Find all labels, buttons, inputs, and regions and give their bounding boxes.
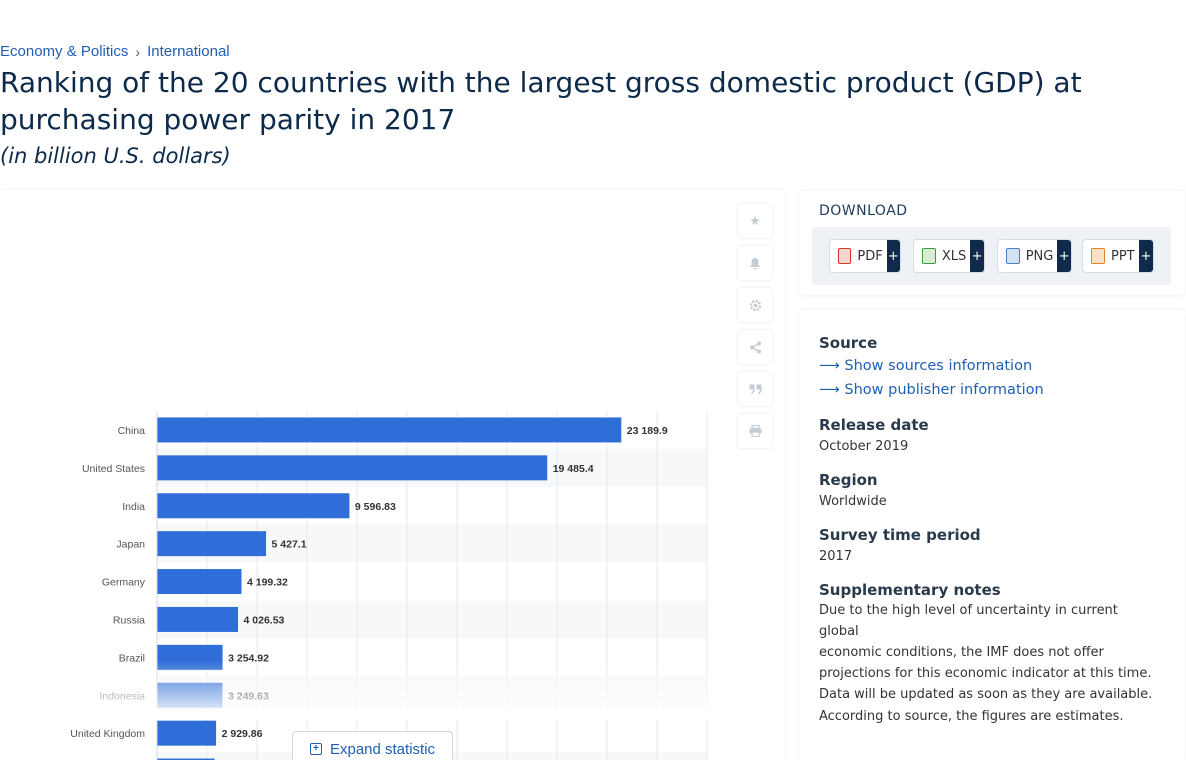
bar bbox=[158, 493, 350, 518]
bell-icon[interactable] bbox=[738, 246, 772, 280]
plus-square-icon: + bbox=[310, 743, 322, 755]
page-title: Ranking of the 20 countries with the lar… bbox=[0, 64, 1170, 138]
share-icon[interactable] bbox=[738, 330, 772, 364]
category-label: Germany bbox=[102, 577, 146, 589]
notes-line: Due to the high level of uncertainty in … bbox=[819, 600, 1159, 642]
bar bbox=[158, 607, 239, 632]
category-label: Russia bbox=[113, 614, 145, 626]
download-pdf-label: PDF bbox=[857, 249, 886, 264]
png-file-icon bbox=[1006, 248, 1020, 264]
arrow-right-icon: ⟶ bbox=[819, 358, 844, 374]
breadcrumb-economy-politics[interactable]: Economy & Politics bbox=[0, 43, 128, 60]
supplementary-notes-extra: According to source, the figures are est… bbox=[819, 706, 1159, 727]
chart-toolbar: ★ bbox=[738, 204, 772, 456]
show-publisher-link[interactable]: ⟶ Show publisher information bbox=[819, 382, 1044, 398]
chart-card: China 23 189.9 United States 19 485.4 India 9… bbox=[0, 190, 785, 760]
gear-icon[interactable] bbox=[738, 288, 772, 322]
value-label: 2 929.86 bbox=[222, 728, 263, 740]
expand-statistic-label: Expand statistic bbox=[330, 741, 435, 758]
supplementary-notes-text: Due to the high level of uncertainty in … bbox=[819, 600, 1159, 705]
download-buttons: PDF + XLS + PNG + PPT + bbox=[812, 227, 1171, 285]
value-label: 5 427.1 bbox=[272, 539, 307, 551]
value-label: 3 254.92 bbox=[228, 652, 269, 664]
category-label: Brazil bbox=[119, 652, 145, 664]
pdf-file-icon bbox=[838, 248, 851, 264]
download-xls-button[interactable]: XLS + bbox=[913, 239, 985, 273]
download-ppt-label: PPT bbox=[1111, 249, 1139, 264]
notes-line: Data will be updated as soon as they are… bbox=[819, 684, 1159, 705]
value-label: 9 596.83 bbox=[355, 501, 396, 513]
download-panel: DOWNLOAD PDF + XLS + PNG + PPT + bbox=[799, 191, 1185, 295]
bar bbox=[158, 417, 622, 442]
star-icon[interactable]: ★ bbox=[738, 204, 772, 238]
value-label: 19 485.4 bbox=[553, 463, 594, 475]
download-xls-label: XLS bbox=[942, 249, 970, 264]
notes-line: economic conditions, the IMF does not of… bbox=[819, 642, 1159, 663]
show-sources-text: Show sources information bbox=[844, 358, 1032, 374]
statistic-info-panel: Source ⟶ Show sources information ⟶ Show… bbox=[799, 310, 1185, 760]
bar-chart: China 23 189.9 United States 19 485.4 India 9… bbox=[0, 190, 785, 760]
release-date-value: October 2019 bbox=[819, 439, 908, 454]
xls-file-icon bbox=[922, 248, 936, 264]
category-label: Indonesia bbox=[99, 690, 145, 702]
source-label: Source bbox=[819, 334, 877, 352]
bar bbox=[158, 721, 217, 746]
download-png-label: PNG bbox=[1026, 249, 1058, 264]
bar bbox=[158, 683, 223, 708]
notes-line: projections for this economic indicator … bbox=[819, 663, 1159, 684]
region-label: Region bbox=[819, 471, 878, 489]
breadcrumb: Economy & Politics › International bbox=[0, 43, 230, 60]
arrow-right-icon: ⟶ bbox=[819, 382, 844, 398]
plus-icon: + bbox=[1139, 240, 1153, 272]
download-pdf-button[interactable]: PDF + bbox=[829, 239, 901, 273]
value-label: 4 026.53 bbox=[244, 614, 285, 626]
supplementary-notes-label: Supplementary notes bbox=[819, 581, 1001, 599]
bar bbox=[158, 645, 223, 670]
breadcrumb-international[interactable]: International bbox=[147, 43, 230, 60]
show-publisher-text: Show publisher information bbox=[844, 382, 1043, 398]
download-ppt-button[interactable]: PPT + bbox=[1082, 239, 1154, 273]
row-stripe bbox=[157, 601, 707, 639]
value-label: 4 199.32 bbox=[247, 577, 288, 589]
category-label: India bbox=[122, 501, 145, 513]
download-title: DOWNLOAD bbox=[819, 203, 908, 219]
plus-icon: + bbox=[970, 240, 984, 272]
quote-icon[interactable] bbox=[738, 372, 772, 406]
download-png-button[interactable]: PNG + bbox=[997, 239, 1072, 273]
bar bbox=[158, 569, 242, 594]
print-icon[interactable] bbox=[738, 414, 772, 448]
survey-period-value: 2017 bbox=[819, 549, 852, 564]
value-label: 23 189.9 bbox=[627, 425, 668, 437]
show-sources-link[interactable]: ⟶ Show sources information bbox=[819, 358, 1032, 374]
bar bbox=[158, 455, 548, 480]
plus-icon: + bbox=[1057, 240, 1071, 272]
expand-statistic-button[interactable]: + Expand statistic bbox=[292, 731, 453, 760]
category-label: United States bbox=[82, 463, 145, 475]
category-label: Japan bbox=[116, 539, 145, 551]
bar bbox=[158, 531, 267, 556]
category-label: United Kingdom bbox=[70, 728, 145, 740]
release-date-label: Release date bbox=[819, 416, 929, 434]
plus-icon: + bbox=[887, 240, 900, 272]
breadcrumb-separator: › bbox=[135, 44, 140, 60]
ppt-file-icon bbox=[1091, 248, 1105, 264]
category-label: China bbox=[118, 425, 146, 437]
value-label: 3 249.63 bbox=[228, 690, 269, 702]
region-value: Worldwide bbox=[819, 494, 887, 509]
survey-period-label: Survey time period bbox=[819, 526, 981, 544]
page-subtitle: (in billion U.S. dollars) bbox=[0, 144, 231, 168]
